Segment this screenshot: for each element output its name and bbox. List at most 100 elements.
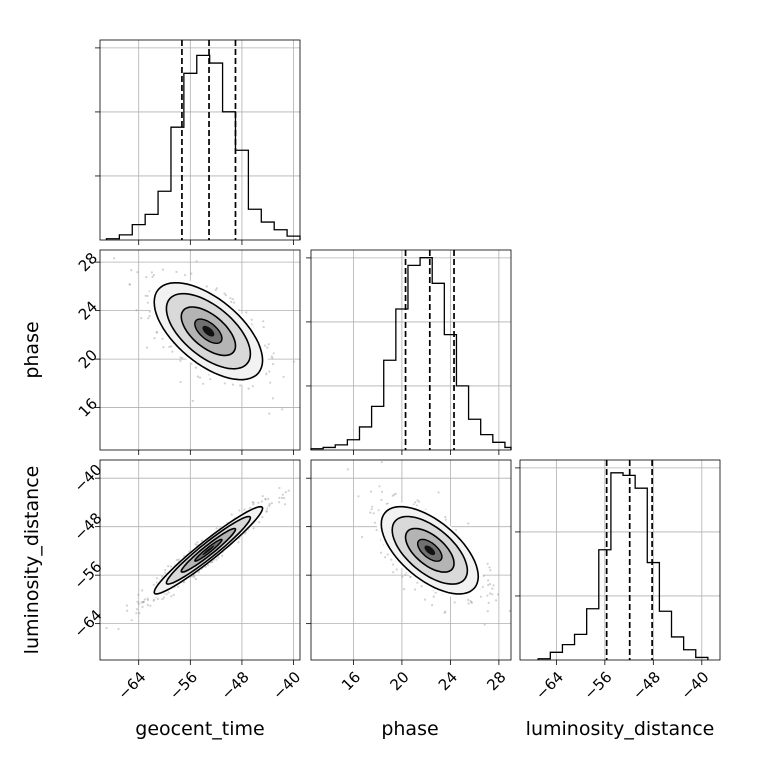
- sample-point: [262, 320, 265, 323]
- sample-point: [168, 345, 171, 348]
- sample-point: [378, 485, 381, 488]
- sample-point: [252, 527, 255, 530]
- sample-point: [161, 598, 164, 601]
- sample-point: [486, 594, 489, 597]
- sample-point: [260, 500, 263, 503]
- x-tick-label: −48: [629, 668, 664, 703]
- sample-point: [190, 272, 193, 275]
- y-axis-title-phase: phase: [21, 321, 43, 378]
- sample-point: [492, 584, 495, 587]
- sample-point: [215, 287, 218, 290]
- marginal-phase: [306, 249, 512, 455]
- sample-point: [179, 356, 182, 359]
- panel-frame: [99, 39, 301, 241]
- sample-point: [373, 521, 376, 524]
- sample-point: [135, 309, 138, 312]
- y-tick-label: 20: [75, 346, 101, 372]
- marginal-luminosity_distance: [515, 459, 721, 665]
- sample-point: [170, 595, 173, 598]
- sample-point: [377, 509, 380, 512]
- sample-point: [214, 288, 217, 291]
- sample-point: [423, 598, 427, 601]
- sample-point: [278, 486, 281, 490]
- sample-point: [193, 576, 196, 579]
- sample-point: [198, 376, 202, 379]
- sample-point: [258, 521, 261, 524]
- sample-point: [142, 600, 145, 604]
- sample-point: [231, 298, 234, 301]
- sample-point: [404, 573, 407, 576]
- sample-point: [409, 575, 412, 579]
- sample-point: [361, 535, 364, 539]
- sample-point: [414, 501, 417, 504]
- sample-point: [117, 627, 120, 631]
- sample-point: [491, 593, 494, 596]
- y-tick-label: 24: [75, 297, 101, 323]
- sample-point: [153, 598, 156, 601]
- sample-point: [194, 578, 198, 581]
- sample-point: [467, 602, 470, 605]
- sample-point: [268, 412, 271, 415]
- sample-point: [479, 595, 482, 598]
- sample-point: [193, 574, 196, 577]
- sample-point: [267, 497, 270, 500]
- sample-point: [194, 366, 198, 369]
- sample-point: [371, 505, 374, 508]
- sample-point: [487, 601, 490, 605]
- sample-point: [271, 397, 274, 400]
- sample-point: [161, 268, 165, 271]
- sample-point: [179, 380, 182, 384]
- sample-point: [146, 598, 150, 602]
- joint-phase-luminosity_distance: [306, 459, 512, 665]
- sample-point: [200, 539, 204, 542]
- sample-point: [252, 503, 255, 506]
- sample-point: [394, 492, 397, 495]
- sample-point: [141, 589, 144, 592]
- sample-point: [264, 497, 267, 500]
- sample-point: [217, 556, 220, 559]
- sample-point: [237, 541, 240, 544]
- sample-point: [486, 610, 489, 613]
- x-tick-label: −40: [677, 668, 712, 703]
- sample-point: [252, 501, 255, 504]
- sample-point: [488, 583, 492, 586]
- x-tick-label: −56: [580, 668, 615, 703]
- sample-point: [155, 577, 158, 580]
- y-tick-label: 28: [75, 249, 101, 275]
- sample-point: [156, 597, 159, 601]
- sample-point: [444, 518, 447, 521]
- sample-point: [223, 382, 226, 385]
- sample-point: [164, 571, 167, 574]
- sample-point: [161, 337, 164, 340]
- sample-point: [278, 501, 281, 504]
- sample-point: [140, 601, 143, 604]
- sample-point: [130, 619, 133, 622]
- sample-point: [160, 575, 163, 578]
- sample-point: [136, 600, 139, 604]
- histogram-phase: [310, 257, 512, 450]
- sample-point: [265, 510, 268, 513]
- panel-frame: [310, 249, 512, 451]
- x-tick-label: −48: [218, 668, 253, 703]
- sample-point: [205, 285, 208, 288]
- sample-point: [142, 601, 145, 604]
- sample-point: [401, 575, 404, 578]
- sample-point: [162, 346, 165, 349]
- sample-point: [243, 508, 246, 511]
- x-tick-label: 24: [435, 668, 461, 694]
- sample-point: [263, 344, 266, 347]
- sample-point: [470, 601, 473, 604]
- sample-point: [140, 317, 143, 320]
- sample-point: [269, 381, 272, 384]
- sample-point: [105, 627, 108, 630]
- sample-point: [444, 610, 447, 613]
- sample-point: [496, 593, 500, 596]
- sample-point: [151, 275, 154, 278]
- sample-point: [470, 601, 473, 604]
- sample-point: [170, 345, 173, 348]
- density-peak: [202, 325, 215, 337]
- sample-point: [380, 498, 383, 501]
- sample-point: [171, 350, 174, 353]
- y-axis-title-luminosity-distance: luminosity_distance: [21, 466, 43, 655]
- sample-point: [384, 556, 387, 559]
